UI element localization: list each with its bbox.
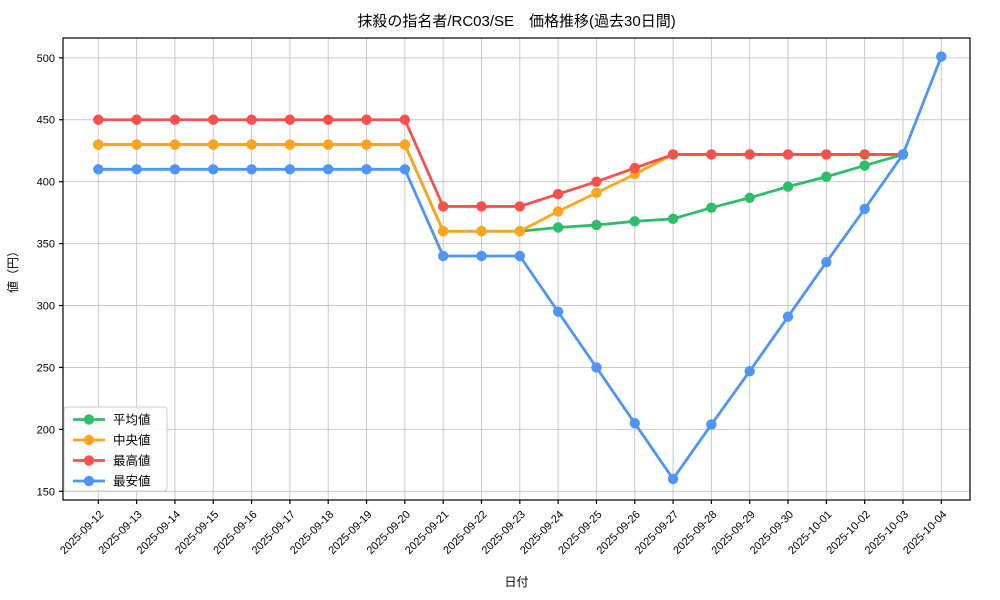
data-point-max [552,188,564,200]
y-axis-label: 値（円） [5,245,20,293]
y-tick-label: 400 [37,177,55,189]
legend-marker-min [83,475,95,487]
data-point-min [476,250,487,262]
data-point-median [131,139,142,150]
data-point-average [859,160,870,171]
y-tick-label: 300 [37,301,55,313]
data-point-max [476,201,487,212]
data-point-min [706,419,717,430]
y-tick-label: 500 [37,53,55,65]
y-tick-label: 250 [37,362,55,374]
data-point-min [897,149,909,160]
data-point-max [361,114,372,125]
data-point-min [208,164,219,175]
chart-title: 抹殺の指名者/RC03/SE 価格推移(過去30日間) [357,13,675,30]
series-min [93,51,947,485]
data-point-max [93,114,104,125]
data-point-max [399,114,411,125]
legend-marker-average [83,414,95,425]
data-point-min [437,250,449,262]
data-point-median [246,139,257,150]
data-point-average [744,192,755,203]
data-point-average [667,213,679,225]
data-point-max [706,149,717,160]
data-point-average [706,202,717,213]
series-line-max [96,118,905,208]
legend-box [63,406,168,492]
data-point-median [208,139,219,150]
data-point-median [399,139,411,150]
data-point-min [361,164,372,175]
data-point-average [782,181,794,192]
data-point-median [514,226,525,237]
legend-label-average: 平均値 [113,412,151,427]
data-point-min [936,51,947,62]
data-point-max [667,149,679,160]
data-point-min [93,164,104,175]
data-point-min [169,164,181,175]
data-point-max [859,149,870,160]
data-point-max [169,114,181,125]
data-point-max [591,176,602,187]
data-point-min [131,164,142,175]
series-max [93,114,909,212]
data-point-min [284,164,296,175]
x-axis-label: 日付 [504,575,528,589]
data-point-median [361,139,372,150]
data-point-median [591,187,602,199]
data-point-median [284,139,296,150]
data-point-max [437,201,449,212]
data-point-average [591,219,602,231]
data-point-max [246,114,257,125]
data-point-max [514,201,525,212]
data-point-min [859,203,870,215]
legend-label-max: 最高値 [113,453,151,468]
data-point-max [131,114,142,125]
plot-frame [62,37,971,501]
data-point-min [323,164,334,175]
data-point-median [476,226,487,237]
data-point-median [93,139,104,150]
legend-label-median: 中央値 [113,433,151,448]
data-point-max [821,149,832,160]
x-axis: 2025-09-122025-09-132025-09-142025-09-15… [58,500,949,557]
data-point-min [399,164,411,175]
legend-marker-median [83,434,95,446]
data-point-average [629,216,640,227]
data-point-max [782,149,794,160]
data-point-max [629,162,640,174]
y-tick-label: 450 [37,115,55,127]
data-point-min [667,473,679,485]
y-tick-label: 150 [37,486,55,498]
data-point-max [284,114,296,125]
data-point-min [552,306,564,317]
data-point-average [552,222,564,233]
data-point-min [821,256,832,268]
y-axis: 150 200 250 300 350 400 450 500 [37,53,63,498]
grid [63,38,970,500]
data-point-min [629,418,640,429]
data-point-average [821,171,832,182]
legend-marker-max [83,455,95,466]
legend-label-min: 最安値 [113,474,151,489]
data-point-max [744,149,755,160]
series-line-average [96,143,905,233]
data-point-median [437,226,449,237]
data-point-min [514,250,525,262]
data-point-median [323,139,334,150]
y-tick-label: 200 [37,424,55,436]
data-point-min [246,164,257,175]
data-point-min [591,362,602,373]
y-tick-label: 350 [37,239,55,251]
data-point-min [782,311,794,322]
data-point-median [169,139,181,150]
data-point-median [552,206,564,217]
data-point-min [744,365,755,377]
data-point-max [208,114,219,125]
data-point-max [323,114,334,125]
